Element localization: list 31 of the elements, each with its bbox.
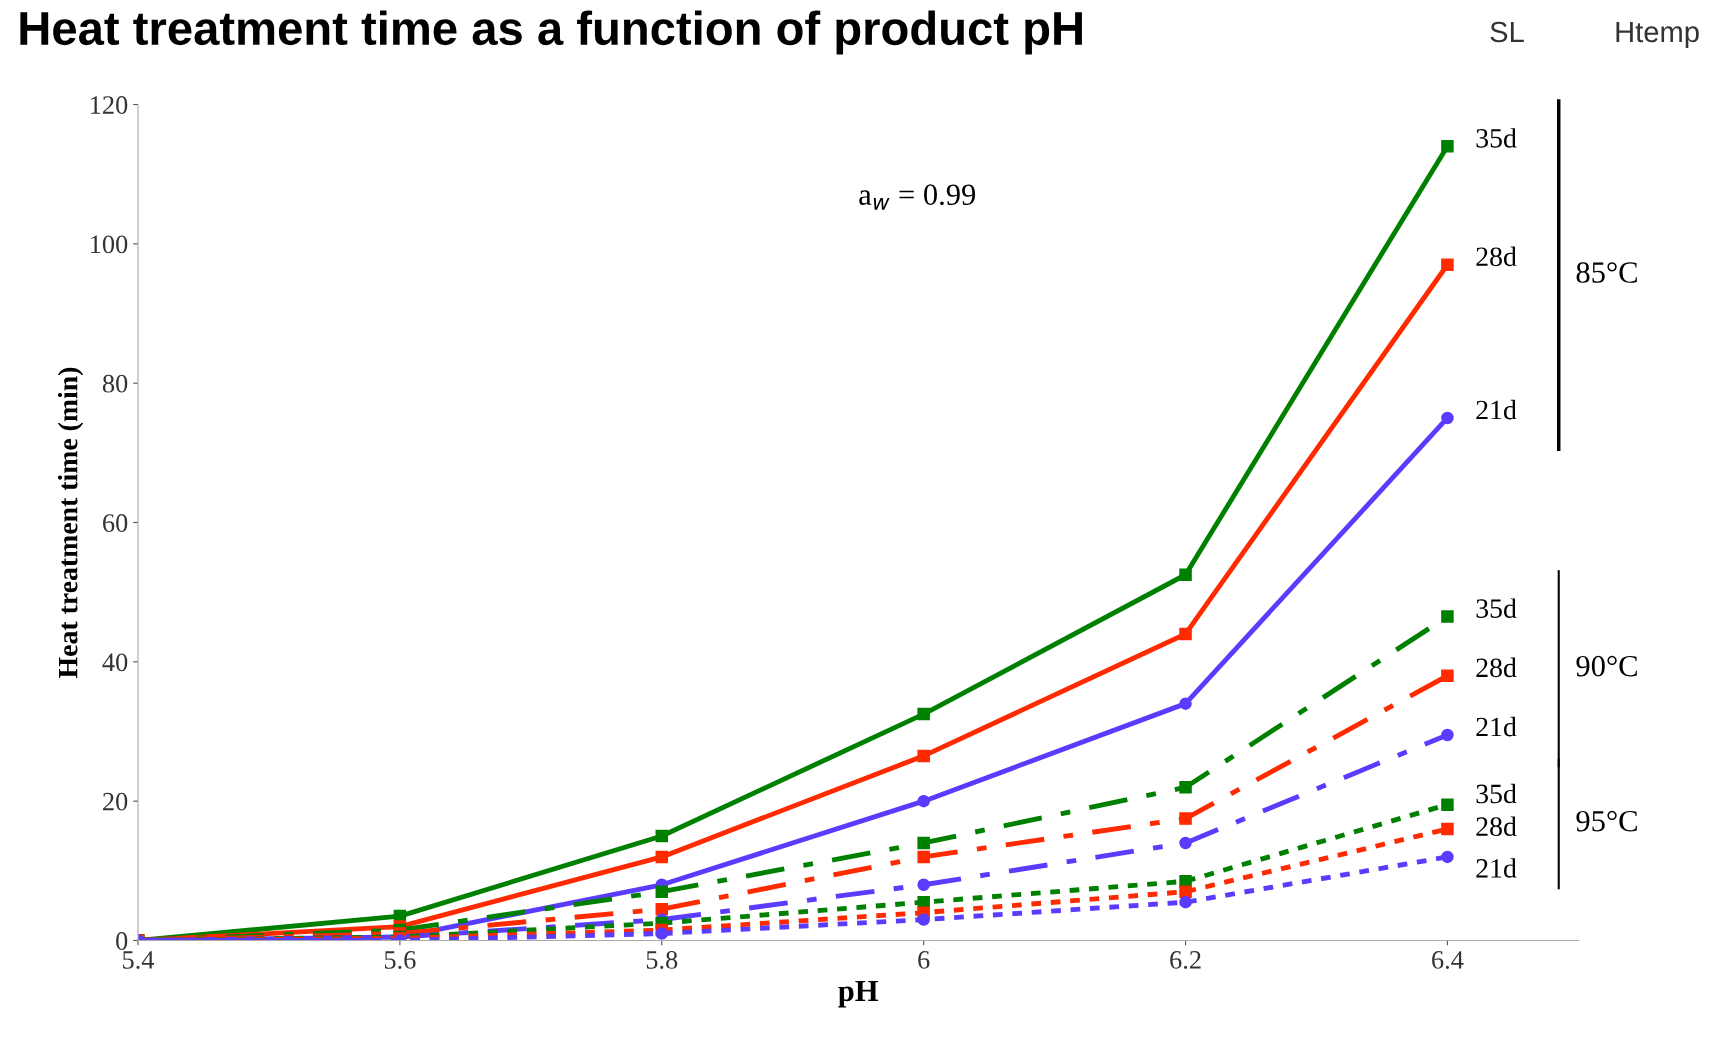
y-tick-label: 60	[103, 514, 128, 532]
series-label: 35d	[1476, 783, 1517, 804]
series-label: 28d	[1476, 657, 1517, 678]
y-tick-label: 100	[91, 235, 128, 254]
series-label: 28d	[1476, 816, 1517, 836]
x-tick-label: 5.6	[384, 951, 416, 969]
text: Htemp	[1616, 21, 1699, 49]
series-label: 35d	[1476, 598, 1517, 618]
y-tick-label: 80	[102, 374, 128, 393]
series-label: 28d	[1476, 246, 1517, 267]
series-label: 21d	[1476, 858, 1517, 878]
y-tick-label: 0	[116, 932, 128, 950]
series-label: 21d	[1476, 399, 1517, 420]
x-tick-label: 6	[918, 951, 930, 969]
y-tick-label: 20	[103, 792, 128, 811]
x-tick-label: 5.4	[123, 951, 155, 969]
text: SL	[1490, 21, 1524, 43]
series-label: 35d	[1476, 128, 1517, 148]
y-axis-title: Heat treatment time (min)	[57, 367, 84, 678]
annotation: 90°C	[1576, 655, 1637, 677]
x-tick-label: 6.4	[1432, 951, 1464, 969]
annotation: 85°C	[1576, 262, 1637, 283]
y-tick-label: 120	[91, 96, 128, 114]
x-tick-label: 5.8	[646, 950, 678, 969]
annotation: 95°C	[1576, 810, 1637, 832]
annotation: a$_{w}$ = 0.99	[859, 184, 976, 210]
y-tick-label: 40	[102, 653, 128, 672]
chart-title: Heat treatment time as a function of product pH	[20, 10, 1082, 55]
series-label: 21d	[1476, 716, 1517, 737]
x-tick-label: 6.2	[1170, 951, 1201, 969]
x-axis-title: pH	[838, 980, 879, 1008]
